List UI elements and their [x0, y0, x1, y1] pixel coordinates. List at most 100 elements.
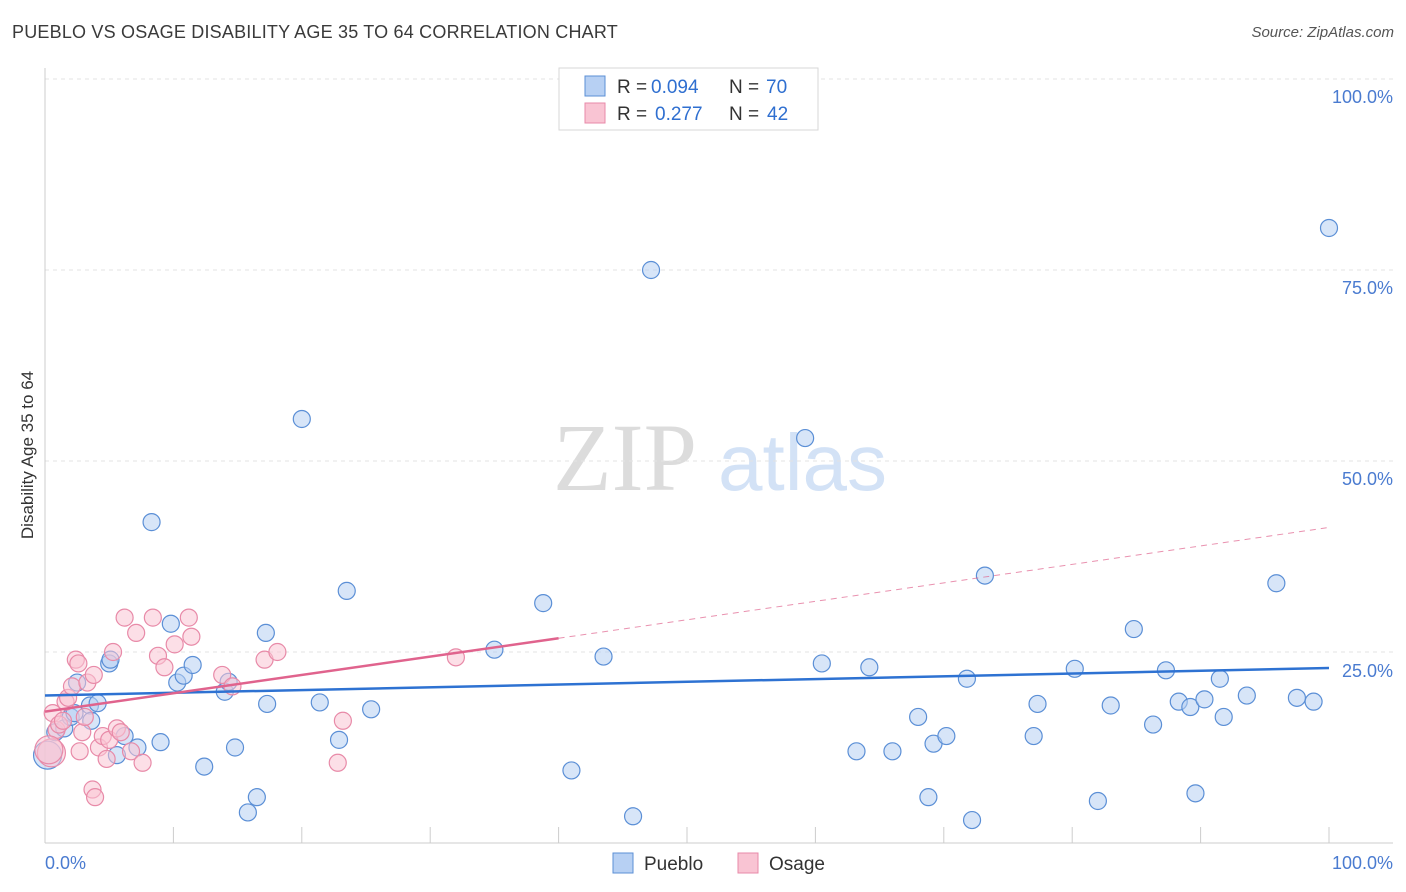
x-tick-label-0: 0.0%: [45, 853, 86, 873]
x-ticks: [172, 827, 1330, 843]
stats-legend: R = 0.094 N = 70 R = 0.277 N = 42: [558, 67, 819, 131]
pueblo-point-49: [962, 810, 982, 830]
pueblo-point-30: [329, 730, 349, 749]
osage-trend-line: [44, 637, 559, 713]
pueblo-point-34: [534, 594, 553, 613]
pueblo-point-68: [1304, 692, 1323, 711]
pueblo-point-47: [937, 726, 956, 746]
osage-point-39: [333, 711, 352, 730]
pueblo-point-38: [641, 260, 661, 280]
legend-r-value-osage: 0.277: [655, 104, 703, 125]
pueblo-point-55: [1101, 696, 1120, 715]
osage-point-12: [75, 707, 94, 727]
osage-point-34: [213, 665, 232, 685]
pueblo-point-64: [1214, 707, 1233, 727]
y-tick-label-75: 75.0%: [1342, 278, 1393, 298]
pueblo-point-62: [1195, 690, 1214, 709]
series-legend-label-pueblo: Pueblo: [644, 854, 703, 875]
osage-point-38: [328, 753, 347, 772]
osage-point-30: [155, 658, 174, 677]
data-points: [32, 218, 1339, 830]
pueblo-point-42: [860, 658, 879, 677]
pueblo-point-56: [1124, 619, 1143, 639]
pueblo-point-65: [1237, 686, 1256, 705]
trend-lines: [44, 526, 1330, 713]
series-legend-swatch-osage: [737, 852, 759, 874]
pueblo-point-15: [151, 733, 170, 752]
y-tick-label-25: 25.0%: [1342, 661, 1393, 681]
pueblo-point-39: [796, 428, 815, 448]
pueblo-point-69: [1319, 218, 1339, 238]
osage-point-15: [84, 665, 103, 685]
pueblo-point-50: [975, 566, 994, 585]
chart-title: PUEBLO VS OSAGE DISABILITY AGE 35 TO 64 …: [12, 22, 618, 42]
pueblo-point-28: [292, 409, 311, 429]
osage-point-28: [143, 608, 162, 627]
legend-r-value-pueblo: 0.094: [651, 77, 699, 98]
osage-point-23: [111, 723, 130, 742]
pueblo-point-61: [1186, 784, 1205, 803]
source-label: Source: ZipAtlas.com: [1251, 24, 1394, 41]
osage-point-26: [127, 623, 146, 643]
pueblo-point-52: [1028, 694, 1047, 714]
pueblo-point-29: [310, 693, 329, 712]
pueblo-point-16: [161, 614, 180, 633]
pueblo-trend-line: [44, 666, 1330, 697]
y-axis-label: Disability Age 35 to 64: [18, 371, 37, 539]
series-legend: Pueblo Osage: [612, 852, 825, 875]
pueblo-point-45: [919, 788, 938, 807]
legend-n-value-osage: 42: [767, 104, 788, 125]
pueblo-point-66: [1267, 574, 1286, 593]
pueblo-point-32: [362, 700, 381, 719]
pueblo-point-40: [812, 654, 831, 673]
osage-point-9: [69, 654, 88, 673]
pueblo-point-26: [256, 623, 275, 643]
y-tick-label-50: 50.0%: [1342, 469, 1393, 489]
legend-r-label-osage: R =: [617, 104, 647, 125]
pueblo-point-60: [1181, 697, 1200, 717]
legend-n-label-osage: N =: [729, 104, 759, 125]
pueblo-point-33: [485, 640, 504, 659]
osage-point-21: [103, 642, 123, 662]
osage-point-7: [62, 677, 82, 696]
series-legend-label-osage: Osage: [769, 854, 825, 875]
legend-swatch-pueblo: [584, 75, 606, 97]
pueblo-point-25: [238, 803, 257, 822]
osage-point-31: [165, 635, 184, 654]
osage-point-4: [53, 711, 73, 730]
pueblo-point-19: [183, 655, 202, 675]
pueblo-point-43: [883, 742, 902, 761]
pueblo-point-14: [142, 513, 161, 532]
x-tick-label-100: 100.0%: [1332, 853, 1393, 873]
pueblo-point-23: [225, 738, 245, 757]
osage-point-11: [73, 723, 92, 742]
legend-n-value-pueblo: 70: [766, 77, 787, 98]
pueblo-point-27: [258, 694, 277, 714]
legend-r-label-pueblo: R =: [617, 77, 647, 98]
osage-point-16: [85, 788, 105, 807]
pueblo-point-51: [1024, 726, 1043, 746]
osage-trend-extension: [558, 526, 1330, 639]
osage-point-25: [121, 742, 141, 761]
pueblo-point-24: [247, 788, 266, 807]
osage-point-10: [70, 742, 89, 761]
pueblo-point-57: [1143, 715, 1163, 734]
y-tick-label-100: 100.0%: [1332, 87, 1393, 107]
legend-n-label-pueblo: N =: [729, 77, 759, 98]
pueblo-point-48: [957, 669, 977, 688]
watermark-zip: ZIP: [553, 404, 697, 511]
pueblo-point-67: [1287, 688, 1307, 707]
osage-point-19: [97, 749, 116, 769]
osage-point-27: [133, 753, 152, 772]
pueblo-point-20: [195, 757, 214, 776]
pueblo-point-37: [623, 807, 643, 826]
osage-point-37: [268, 642, 287, 662]
series-legend-swatch-pueblo: [612, 852, 634, 874]
osage-point-41: [34, 735, 64, 765]
pueblo-point-63: [1210, 669, 1229, 688]
osage-point-24: [115, 608, 134, 627]
legend-swatch-osage: [584, 102, 606, 124]
pueblo-point-54: [1088, 791, 1107, 811]
pueblo-point-31: [337, 581, 356, 600]
